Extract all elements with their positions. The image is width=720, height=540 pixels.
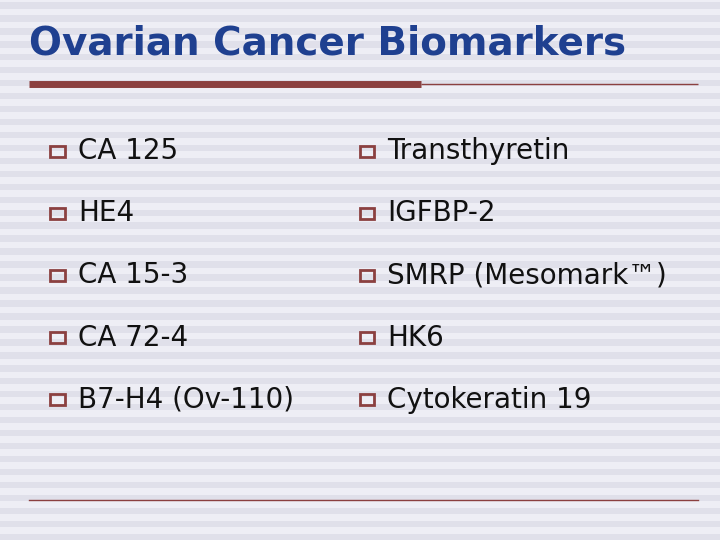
Bar xyxy=(360,208,374,219)
Text: IGFBP-2: IGFBP-2 xyxy=(387,199,496,227)
Text: SMRP (Mesomark™): SMRP (Mesomark™) xyxy=(387,261,667,289)
Text: CA 15-3: CA 15-3 xyxy=(78,261,188,289)
Bar xyxy=(0,119,720,125)
Bar xyxy=(0,508,720,514)
Bar xyxy=(360,332,374,343)
Bar xyxy=(0,404,720,410)
Bar xyxy=(0,313,720,320)
Bar xyxy=(0,430,720,436)
Bar xyxy=(0,339,720,346)
Bar xyxy=(0,184,720,190)
Bar xyxy=(360,146,374,157)
Bar xyxy=(0,378,720,384)
Bar xyxy=(0,521,720,527)
Text: Cytokeratin 19: Cytokeratin 19 xyxy=(387,386,592,414)
Bar xyxy=(0,495,720,501)
Bar xyxy=(0,210,720,216)
Bar xyxy=(50,270,65,281)
Bar xyxy=(0,132,720,138)
Bar xyxy=(0,456,720,462)
Bar xyxy=(0,274,720,281)
Text: HK6: HK6 xyxy=(387,323,444,352)
Bar xyxy=(0,287,720,294)
Bar xyxy=(0,443,720,449)
Bar xyxy=(50,208,65,219)
Bar xyxy=(0,248,720,255)
Bar xyxy=(0,67,720,73)
Bar xyxy=(0,145,720,151)
Bar xyxy=(360,270,374,281)
Bar xyxy=(0,222,720,229)
Text: Transthyretin: Transthyretin xyxy=(387,137,570,165)
Bar xyxy=(0,2,720,9)
Bar xyxy=(0,300,720,307)
Bar xyxy=(0,352,720,359)
Bar xyxy=(0,197,720,203)
Text: Ovarian Cancer Biomarkers: Ovarian Cancer Biomarkers xyxy=(29,24,626,62)
Bar xyxy=(0,391,720,397)
Bar xyxy=(50,146,65,157)
Bar xyxy=(0,15,720,22)
Bar xyxy=(0,365,720,372)
Bar xyxy=(360,394,374,405)
Bar xyxy=(0,482,720,488)
Bar xyxy=(0,28,720,35)
Bar xyxy=(0,261,720,268)
Text: CA 125: CA 125 xyxy=(78,137,178,165)
Bar xyxy=(0,469,720,475)
Bar xyxy=(0,41,720,48)
Text: HE4: HE4 xyxy=(78,199,134,227)
Bar xyxy=(0,326,720,333)
Bar xyxy=(0,54,720,60)
Bar xyxy=(0,106,720,112)
Bar xyxy=(50,394,65,405)
Bar xyxy=(0,534,720,540)
Bar xyxy=(50,332,65,343)
Text: B7-H4 (Ov-110): B7-H4 (Ov-110) xyxy=(78,386,294,414)
Bar xyxy=(0,93,720,99)
Bar xyxy=(0,235,720,242)
Bar xyxy=(0,80,720,86)
Text: CA 72-4: CA 72-4 xyxy=(78,323,188,352)
Bar xyxy=(0,171,720,177)
Bar xyxy=(0,158,720,164)
Bar xyxy=(0,417,720,423)
